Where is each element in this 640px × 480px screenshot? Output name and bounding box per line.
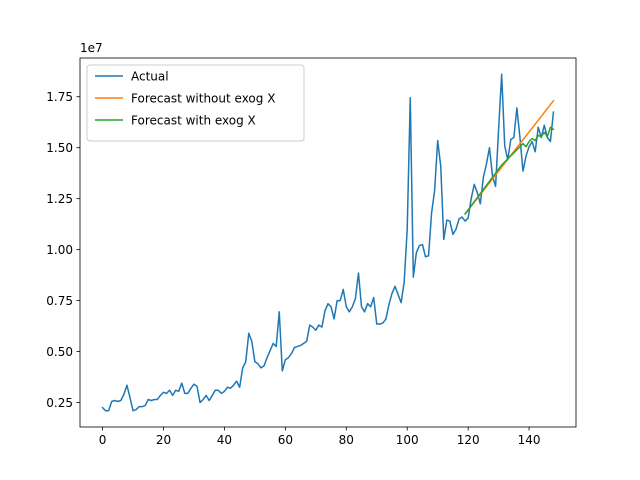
legend-entry-2: Forecast with exog X [131, 114, 256, 128]
x-tick-label: 120 [457, 433, 480, 447]
y-tick-label: 0.50 [46, 345, 73, 359]
x-tick-label: 60 [278, 433, 293, 447]
x-tick-label: 20 [156, 433, 171, 447]
x-tick-label: 0 [99, 433, 107, 447]
axes: 0 20 40 60 80 100 120 140 0.25 0.50 0.75 1.00 1.25 1.… [46, 57, 577, 447]
x-tick-label: 100 [396, 433, 419, 447]
x-tick-label: 80 [339, 433, 354, 447]
y-tick-label: 1.25 [46, 192, 73, 206]
y-offset-label: 1e7 [80, 41, 103, 55]
legend-entry-0: Actual [131, 70, 169, 84]
plot-area [101, 73, 555, 412]
legend-entry-1: Forecast without exog X [131, 92, 275, 106]
legend-box [86, 64, 305, 142]
series-line-2 [464, 126, 555, 216]
axes-frame [79, 57, 577, 428]
legend: Actual Forecast without exog X Forecast wi… [86, 64, 305, 142]
x-tick-label: 140 [518, 433, 541, 447]
x-tick-label: 40 [217, 433, 232, 447]
y-tick-label: 1.50 [46, 141, 73, 155]
y-tick-label: 1.75 [46, 90, 73, 104]
y-tick-label: 1.00 [46, 243, 73, 257]
y-tick-label: 0.75 [46, 294, 73, 308]
y-tick-label: 0.25 [46, 396, 73, 410]
